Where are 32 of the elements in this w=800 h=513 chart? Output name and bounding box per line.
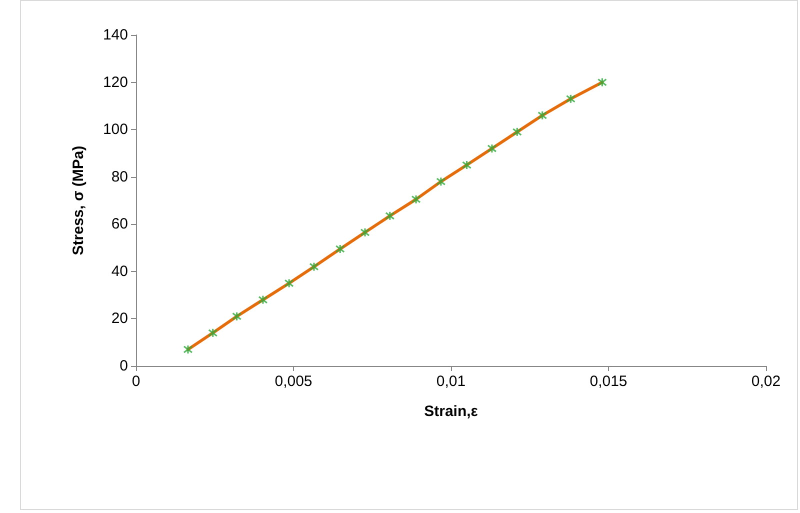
x-tick-label: 0,015 <box>590 373 628 390</box>
point <box>385 211 395 221</box>
point <box>309 262 319 272</box>
point <box>538 110 548 120</box>
y-tick-label: 0 <box>120 358 128 374</box>
y-tick-label: 100 <box>102 121 128 138</box>
point <box>597 77 607 88</box>
y-tick-label: 60 <box>111 216 128 233</box>
point <box>208 328 218 338</box>
point <box>284 278 294 288</box>
y-tick-label: 140 <box>102 26 128 44</box>
point <box>462 160 472 170</box>
point <box>183 344 193 354</box>
x-axis-title: Strain,ε <box>424 403 478 420</box>
point <box>335 244 345 254</box>
point <box>360 228 370 238</box>
y-axis-title: Stress, σ (MPa) <box>70 146 87 256</box>
y-tick-label: 80 <box>111 168 128 186</box>
point <box>487 144 497 154</box>
y-tick-label: 40 <box>111 262 128 280</box>
point <box>232 312 242 322</box>
point <box>566 94 576 104</box>
x-tick-label: 0,005 <box>274 373 312 390</box>
x-tick-label: 0 <box>132 373 140 390</box>
y-tick-label: 120 <box>102 74 128 91</box>
point <box>411 194 421 204</box>
point <box>512 127 522 137</box>
y-tick-label: 20 <box>111 310 128 328</box>
point <box>258 295 268 305</box>
x-tick-label: 0,02 <box>751 373 781 390</box>
point <box>436 176 446 186</box>
x-tick-label: 0,01 <box>436 373 466 390</box>
